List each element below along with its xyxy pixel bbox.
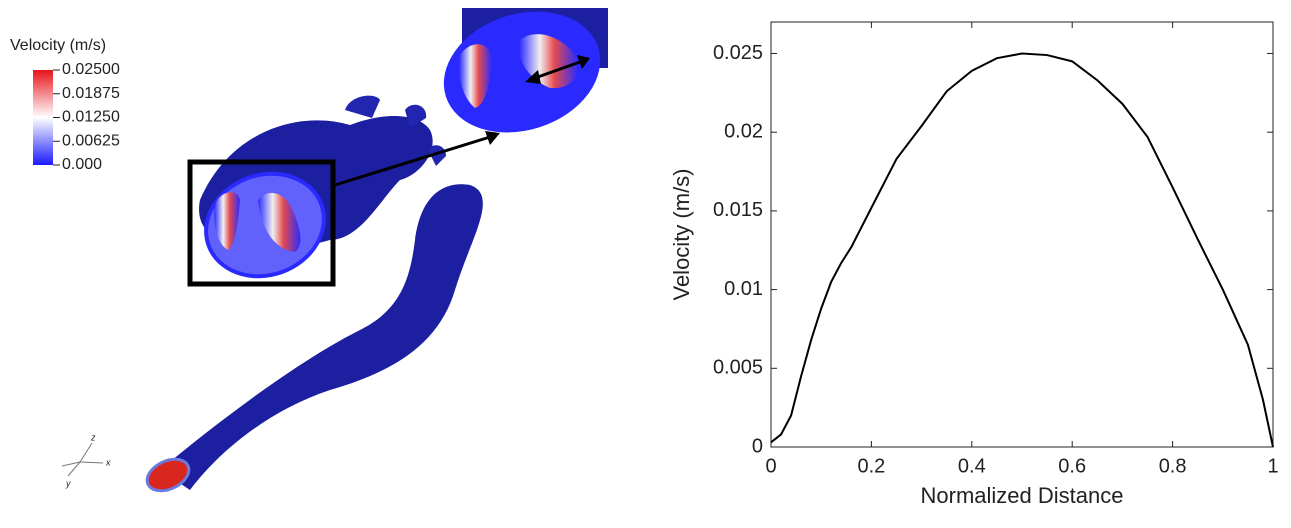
line	[770, 52, 1274, 448]
y-tick-label: 0.025	[713, 42, 763, 64]
colorbar-tick-label: 0.00625	[62, 132, 120, 149]
y-tick-label: 0.015	[713, 199, 763, 221]
y-tick-label: 0	[752, 435, 763, 457]
x-tick-label: 1	[1267, 455, 1278, 477]
axis-triad-label: x	[105, 457, 111, 467]
colorbar-title: Velocity (m/s)	[10, 37, 106, 54]
vessel-render	[61, 8, 608, 493]
axis-triad-label: z	[90, 432, 96, 442]
plot-frame	[770, 21, 1274, 448]
colorbar-tick-label: 0.000	[62, 156, 102, 173]
x-tick-label: 0.4	[958, 455, 986, 477]
y-tick-label: 0.01	[724, 278, 763, 300]
colorbar-tick-label: 0.01250	[62, 109, 120, 126]
x-tick-label: 0	[765, 455, 776, 477]
colorbar	[33, 70, 53, 165]
y-tick-label: 0.02	[724, 120, 763, 142]
x-tick-label: 0.8	[1159, 455, 1187, 477]
axis-triad-label: y	[65, 478, 71, 488]
colorbar-tick-label: 0.02500	[62, 61, 120, 78]
x-axis-label: Normalized Distance	[921, 483, 1124, 508]
x-tick-label: 0.6	[1058, 455, 1086, 477]
y-axis-label: Velocity (m/s)	[669, 168, 694, 300]
colorbar-tick-label: 0.01875	[62, 85, 120, 102]
x-tick-label: 0.2	[857, 455, 885, 477]
y-tick-label: 0.005	[713, 357, 763, 379]
